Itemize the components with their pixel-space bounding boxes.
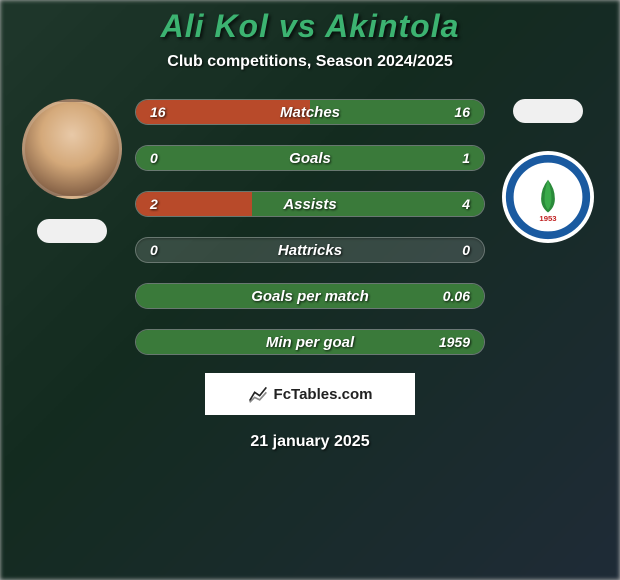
- content-wrapper: Ali Kol vs Akintola Club competitions, S…: [0, 0, 620, 580]
- right-side: 1953 ÇAYKUR RİZESPOR KULÜBÜ: [493, 99, 603, 355]
- stat-label: Hattricks: [278, 242, 342, 259]
- left-side: [17, 99, 127, 355]
- stat-row: 0 Goals 1: [135, 145, 485, 171]
- stat-label: Goals per match: [251, 288, 369, 305]
- stat-label: Goals: [289, 150, 331, 167]
- player-left-avatar: [22, 99, 122, 199]
- stats-bars: 16 Matches 16 0 Goals 1 2 Assists 4 0 Hattricks 0 Go…: [135, 99, 485, 355]
- stat-label: Assists: [283, 196, 336, 213]
- stat-value-right: 1959: [439, 334, 470, 350]
- stat-row: Goals per match 0.06: [135, 283, 485, 309]
- stat-value-right: 16: [454, 104, 470, 120]
- stat-value-right: 0.06: [443, 288, 470, 304]
- footer-brand-text: FcTables.com: [274, 386, 373, 403]
- main-row: 16 Matches 16 0 Goals 1 2 Assists 4 0 Hattricks 0 Go…: [0, 99, 620, 355]
- stat-row: 0 Hattricks 0: [135, 237, 485, 263]
- player-right-club-logo: 1953 ÇAYKUR RİZESPOR KULÜBÜ: [502, 151, 594, 243]
- rizespor-logo-icon: 1953 ÇAYKUR RİZESPOR KULÜBÜ: [505, 154, 591, 240]
- stat-value-right: 0: [462, 242, 470, 258]
- chart-icon: [248, 384, 268, 404]
- stat-row: Min per goal 1959: [135, 329, 485, 355]
- stat-label: Min per goal: [266, 334, 354, 351]
- stat-label: Matches: [280, 104, 340, 121]
- stat-value-right: 4: [462, 196, 470, 212]
- date-label: 21 january 2025: [250, 433, 369, 451]
- stat-value-right: 1: [462, 150, 470, 166]
- player-right-top-placeholder: [513, 99, 583, 123]
- stat-value-left: 0: [150, 150, 158, 166]
- stat-row: 16 Matches 16: [135, 99, 485, 125]
- page-subtitle: Club competitions, Season 2024/2025: [167, 53, 452, 71]
- page-title: Ali Kol vs Akintola: [161, 8, 460, 45]
- stat-value-left: 2: [150, 196, 158, 212]
- club-year-text: 1953: [539, 214, 557, 223]
- stat-row: 2 Assists 4: [135, 191, 485, 217]
- player-left-club-placeholder: [37, 219, 107, 243]
- footer-brand-badge: FcTables.com: [205, 373, 415, 415]
- stat-value-left: 0: [150, 242, 158, 258]
- stat-value-left: 16: [150, 104, 166, 120]
